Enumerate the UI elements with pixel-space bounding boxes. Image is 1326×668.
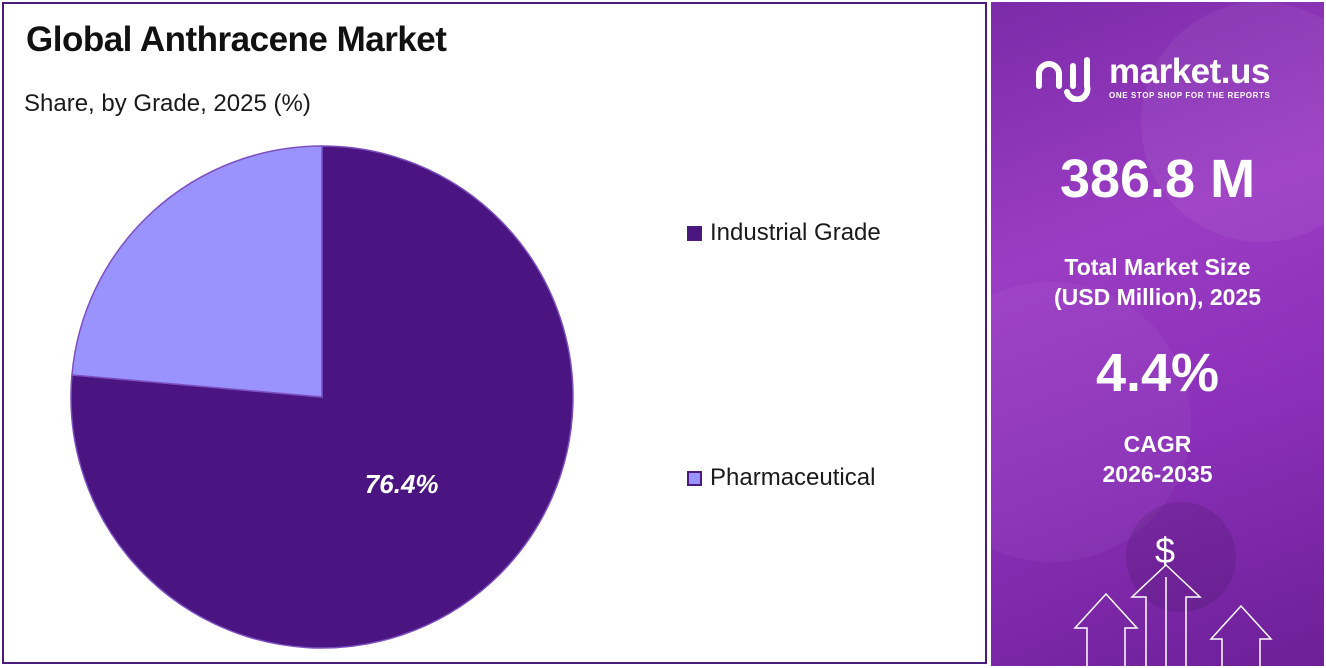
chart-title: Global Anthracene Market [26, 20, 447, 59]
cagr-label-line2: 2026-2035 [1102, 461, 1213, 487]
market-size-value: 386.8 M [1059, 149, 1256, 209]
market-size-label-line1: Total Market Size [1064, 254, 1251, 280]
legend-label: Pharmaceutical [710, 464, 876, 491]
chart-subtitle: Share, by Grade, 2025 (%) [24, 90, 311, 117]
pie-slice-pharmaceutical [71, 145, 323, 398]
market-us-logo-icon [1036, 57, 1091, 102]
growth-arrows-icon [1073, 563, 1273, 666]
legend-item: Pharmaceutical [687, 464, 875, 492]
cagr-label-line1: CAGR [1123, 431, 1192, 457]
legend-swatch [687, 225, 702, 241]
brand-name: market.us [1109, 51, 1270, 91]
dollar-icon: $ [1155, 530, 1176, 571]
market-size-label-line2: (USD Million), 2025 [1053, 284, 1262, 310]
legend-swatch [687, 470, 702, 486]
cagr-value: 4.4% [1095, 343, 1220, 403]
pie-data-label: 76.4% [365, 469, 439, 499]
background-decoration [991, 2, 1324, 666]
legend-item: Industrial Grade [687, 219, 881, 247]
pie-chart: 76.4% [70, 145, 574, 649]
brand-logo: market.us ONE STOP SHOP FOR THE REPORTS [1033, 52, 1270, 102]
chart-panel: Global Anthracene Market Share, by Grade… [2, 2, 987, 664]
brand-tagline: ONE STOP SHOP FOR THE REPORTS [1109, 90, 1271, 100]
legend-label: Industrial Grade [710, 219, 881, 246]
stats-panel: market.us ONE STOP SHOP FOR THE REPORTS … [991, 2, 1324, 666]
